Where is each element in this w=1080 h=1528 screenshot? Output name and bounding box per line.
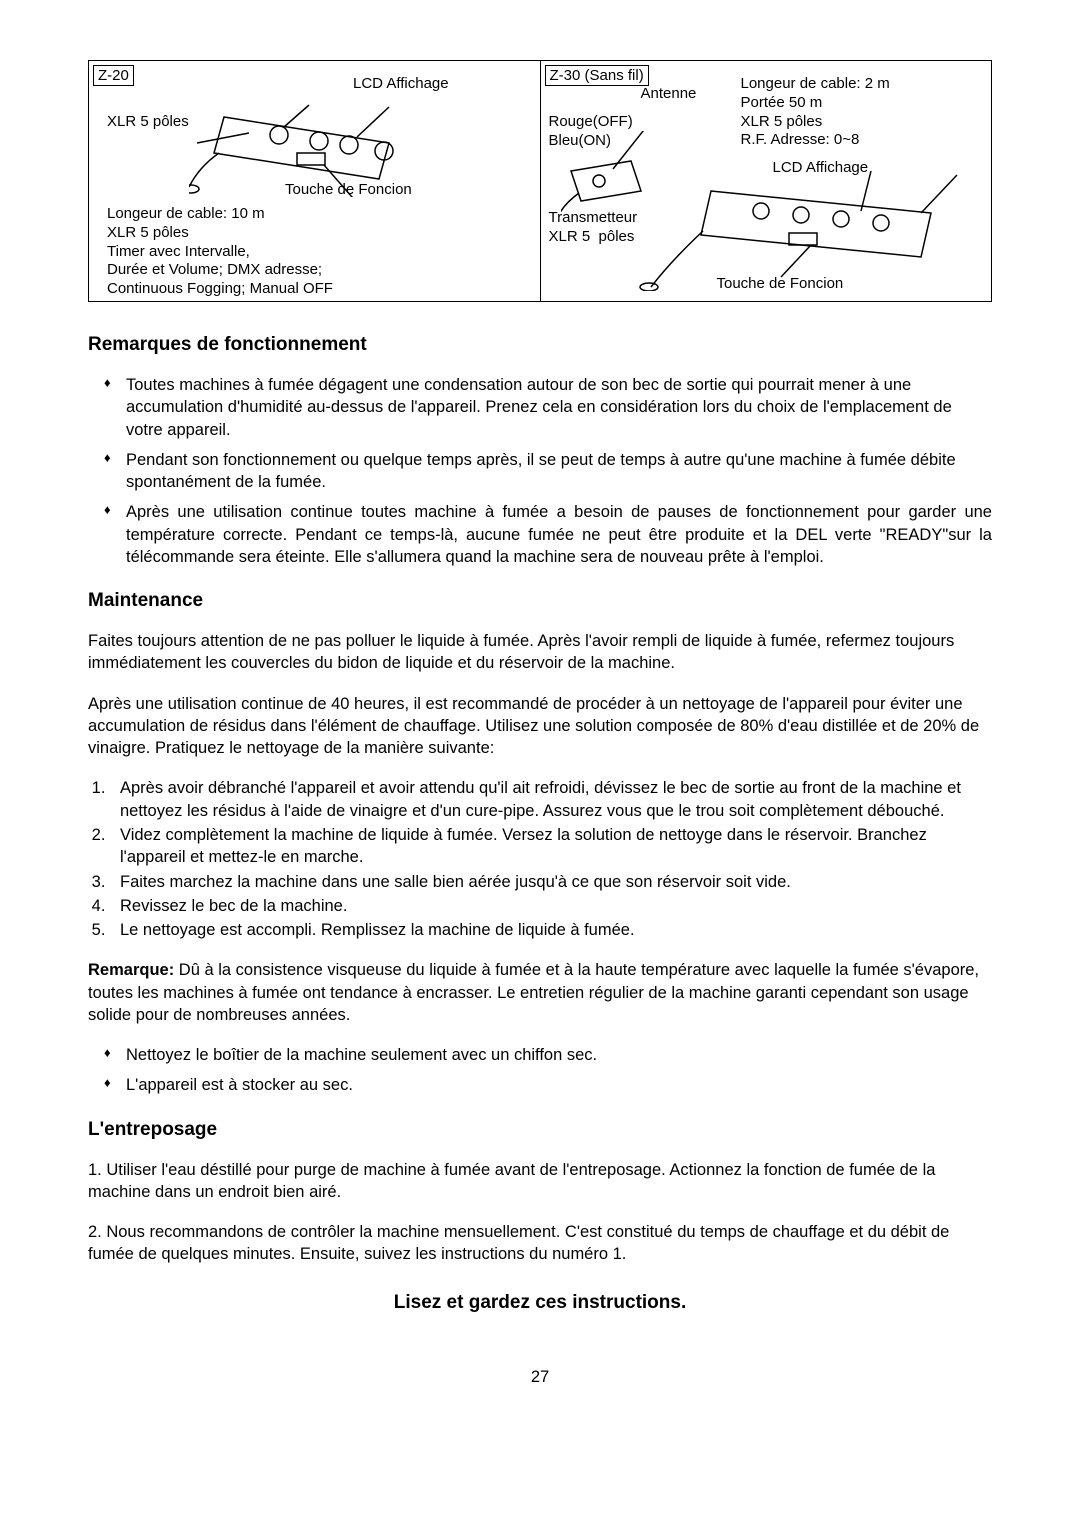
final-instruction: Lisez et gardez ces instructions. bbox=[88, 1292, 992, 1314]
diagram-z30: Z-30 (Sans fil) Antenne Rouge(OFF) Bleu(… bbox=[541, 61, 992, 301]
list-item: Pendant son fonctionnement ou quelque te… bbox=[88, 449, 992, 494]
list-item: Le nettoyage est accompli. Remplissez la… bbox=[110, 919, 992, 941]
entreposage-p2: 2. Nous recommandons de contrôler la mac… bbox=[88, 1221, 992, 1266]
remarque-text: Dû à la consistence visqueuse du liquide… bbox=[88, 961, 979, 1024]
page-number: 27 bbox=[88, 1368, 992, 1387]
remarques-list: Toutes machines à fumée dégagent une con… bbox=[88, 374, 992, 568]
maintenance-remarque: Remarque: Dû à la consistence visqueuse … bbox=[88, 959, 992, 1026]
list-item: Après une utilisation continue toutes ma… bbox=[88, 501, 992, 568]
list-item: Revissez le bec de la machine. bbox=[110, 895, 992, 917]
remarque-label: Remarque: bbox=[88, 961, 174, 979]
diagram-z30-title: Z-30 (Sans fil) bbox=[545, 65, 649, 86]
maintenance-p1: Faites toujours attention de ne pas poll… bbox=[88, 630, 992, 675]
entreposage-p1: 1. Utiliser l'eau déstillé pour purge de… bbox=[88, 1159, 992, 1204]
heading-maintenance: Maintenance bbox=[88, 590, 992, 612]
list-item: Nettoyez le boîtier de la machine seulem… bbox=[88, 1044, 992, 1066]
list-item: Après avoir débranché l'appareil et avoi… bbox=[110, 777, 992, 822]
diagram-z20-title: Z-20 bbox=[93, 65, 134, 86]
list-item: Toutes machines à fumée dégagent une con… bbox=[88, 374, 992, 441]
list-item: L'appareil est à stocker au sec. bbox=[88, 1074, 992, 1096]
label-xlr5: XLR 5 pôles bbox=[107, 113, 189, 132]
document-page: Z-20 LCD Affichage XLR 5 pôles Touche de… bbox=[0, 0, 1080, 1387]
maintenance-tail-list: Nettoyez le boîtier de la machine seulem… bbox=[88, 1044, 992, 1097]
device-z30-icon bbox=[561, 131, 981, 291]
heading-remarques: Remarques de fonctionnement bbox=[88, 334, 992, 356]
diagram-z20: Z-20 LCD Affichage XLR 5 pôles Touche de… bbox=[89, 61, 541, 301]
device-z20-icon bbox=[189, 87, 409, 197]
heading-entreposage: L'entreposage bbox=[88, 1119, 992, 1141]
list-item: Videz complètement la machine de liquide… bbox=[110, 824, 992, 869]
diagram-panel: Z-20 LCD Affichage XLR 5 pôles Touche de… bbox=[88, 60, 992, 302]
label-antenne: Antenne bbox=[641, 85, 697, 104]
list-item: Faites marchez la machine dans une salle… bbox=[110, 871, 992, 893]
label-specs-left: Longeur de cable: 10 m XLR 5 pôles Timer… bbox=[107, 205, 333, 299]
maintenance-steps: Après avoir débranché l'appareil et avoi… bbox=[88, 777, 992, 941]
maintenance-p2: Après une utilisation continue de 40 heu… bbox=[88, 693, 992, 760]
